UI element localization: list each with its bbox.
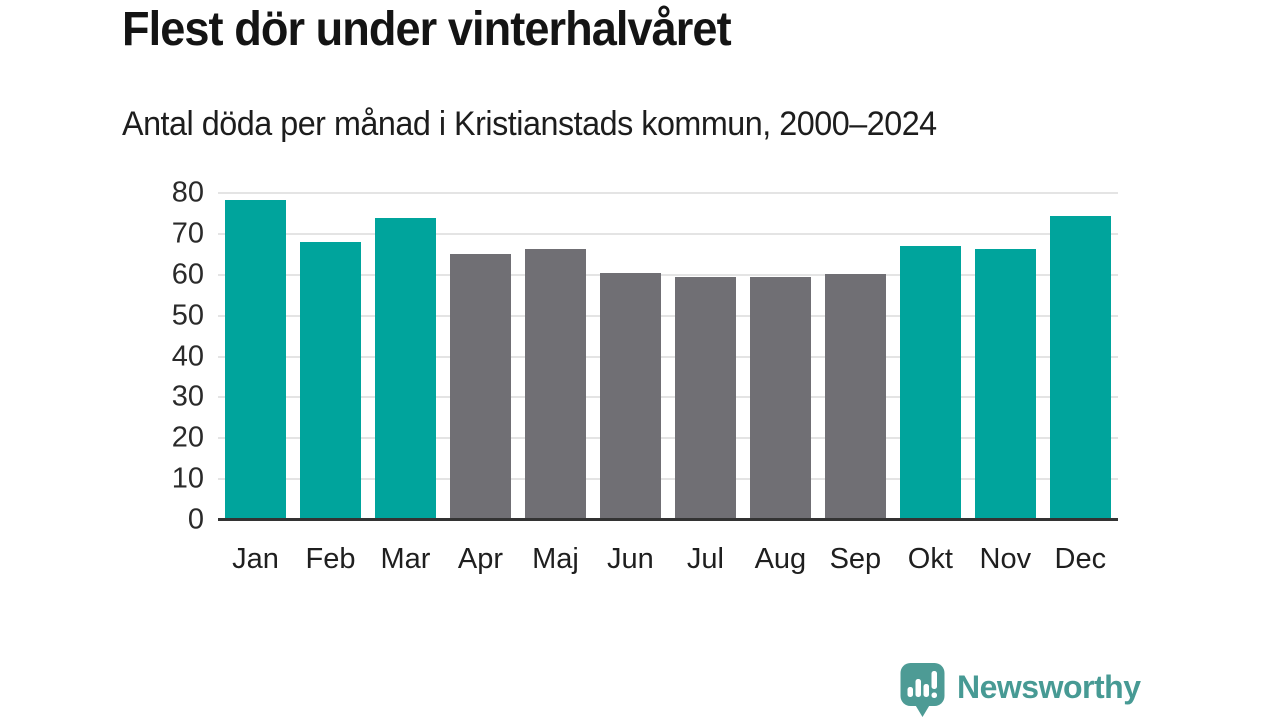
newsworthy-brand-name: Newsworthy (957, 669, 1141, 705)
bar-column (668, 193, 743, 520)
bar-okt (899, 246, 961, 520)
gridline (218, 437, 1118, 440)
gridline (218, 314, 1118, 317)
x-axis-labels: Jan Feb Mar Apr Maj Jun Jul Aug Sep Okt Nov Dec (218, 543, 1118, 576)
gridline (218, 232, 1118, 235)
gridline (218, 192, 1118, 194)
bar-column (518, 193, 593, 520)
bar-column (368, 193, 443, 520)
y-tick-label: 40 (171, 340, 204, 372)
y-tick-label: 50 (171, 299, 204, 332)
bar-jan (225, 199, 286, 520)
bar-column (593, 193, 668, 520)
bar-column (968, 193, 1043, 520)
x-axis-line (218, 518, 1118, 521)
y-tick-label: 30 (171, 380, 204, 413)
plot-area: Jan Feb Mar Apr Maj Jun Jul Aug Sep Okt Nov Dec 0 10… (172, 178, 1118, 575)
x-tick-label: Jul (686, 543, 724, 575)
bar-column (293, 193, 368, 520)
y-tick-label: 0 (187, 503, 204, 536)
x-tick-label: Jan (232, 543, 279, 575)
bar-column (1043, 193, 1118, 520)
gridline (218, 396, 1118, 399)
bar-series (218, 193, 1118, 520)
x-tick-label: Okt (907, 543, 953, 575)
bar-maj (525, 249, 586, 520)
bar-column (893, 193, 968, 520)
y-tick-label: 70 (171, 217, 204, 250)
chart-title: Flest dör under vinterhalvåret (122, 3, 732, 56)
y-tick-label: 20 (171, 421, 204, 454)
y-tick-label: 60 (171, 258, 204, 291)
bar-aug (750, 277, 811, 520)
y-tick-label: 10 (171, 462, 204, 495)
bar-column (818, 193, 893, 520)
bar-feb (300, 242, 361, 520)
x-tick-label: Aug (754, 543, 807, 575)
gridline (218, 478, 1118, 481)
bar-sep (825, 273, 886, 520)
gridline (218, 355, 1118, 358)
bar-mar (375, 217, 436, 520)
bar-apr (450, 254, 511, 520)
bar-column (743, 193, 818, 520)
x-tick-label: Nov (979, 543, 1032, 575)
newsworthy-logo-icon (900, 663, 945, 717)
x-tick-label: Maj (532, 543, 579, 575)
x-tick-label: Sep (829, 543, 882, 575)
bar-jun (600, 272, 661, 520)
x-tick-label: Dec (1054, 543, 1107, 575)
bar-jul (675, 277, 736, 520)
newsworthy-logo: Newsworthy (900, 663, 1141, 718)
bar-nov (974, 248, 1036, 520)
y-tick-label: 80 (171, 176, 204, 209)
bar-dec (1049, 215, 1111, 520)
bar-column (443, 193, 518, 520)
x-tick-label: Jun (607, 543, 654, 575)
x-tick-label: Apr (457, 543, 504, 575)
chart-subtitle: Antal döda per månad i Kristianstads kom… (122, 105, 937, 143)
x-tick-label: Feb (305, 543, 356, 575)
gridline (218, 273, 1118, 276)
bar-column (218, 193, 293, 520)
x-tick-label: Mar (380, 543, 431, 575)
